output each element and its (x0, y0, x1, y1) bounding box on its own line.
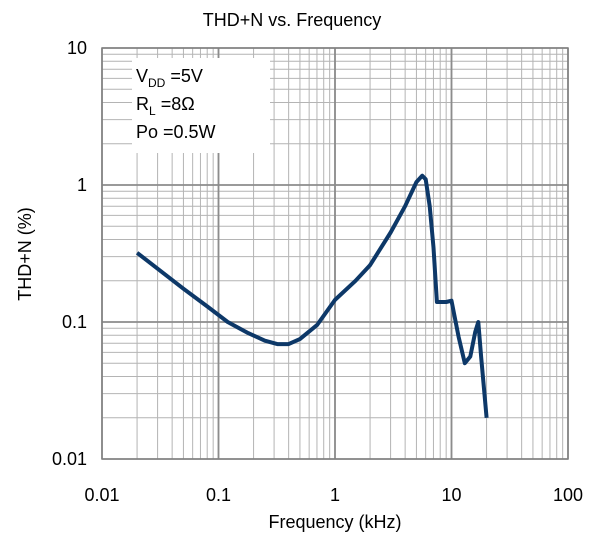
annotation-text: VDD =5V RL =8Ω Po =0.5W (136, 66, 216, 142)
series-layer (135, 173, 489, 418)
chart-title: THD+N vs. Frequency (203, 10, 382, 30)
x-tick-label: 0.1 (206, 485, 231, 505)
x-axis-label: Frequency (kHz) (268, 512, 401, 532)
x-tick-label: 0.01 (84, 485, 119, 505)
y-axis-label: THD+N (%) (15, 207, 35, 301)
y-tick-label: 0.01 (52, 449, 87, 469)
x-tick-label: 100 (553, 485, 583, 505)
y-tick-labels: 0.01 0.1 1 10 (52, 38, 87, 469)
annotation-line: VDD =5V (136, 66, 203, 90)
series-line (135, 173, 489, 418)
y-tick-label: 10 (67, 38, 87, 58)
annotation-line: Po =0.5W (136, 122, 216, 142)
plot-frame (101, 47, 569, 460)
x-tick-label: 10 (441, 485, 461, 505)
x-tick-labels: 0.01 0.1 1 10 100 (84, 485, 583, 505)
x-tick-label: 1 (330, 485, 340, 505)
annotation-line: RL =8Ω (136, 94, 195, 118)
y-tick-label: 1 (77, 175, 87, 195)
annotation-box (132, 58, 270, 153)
y-tick-label: 0.1 (62, 312, 87, 332)
